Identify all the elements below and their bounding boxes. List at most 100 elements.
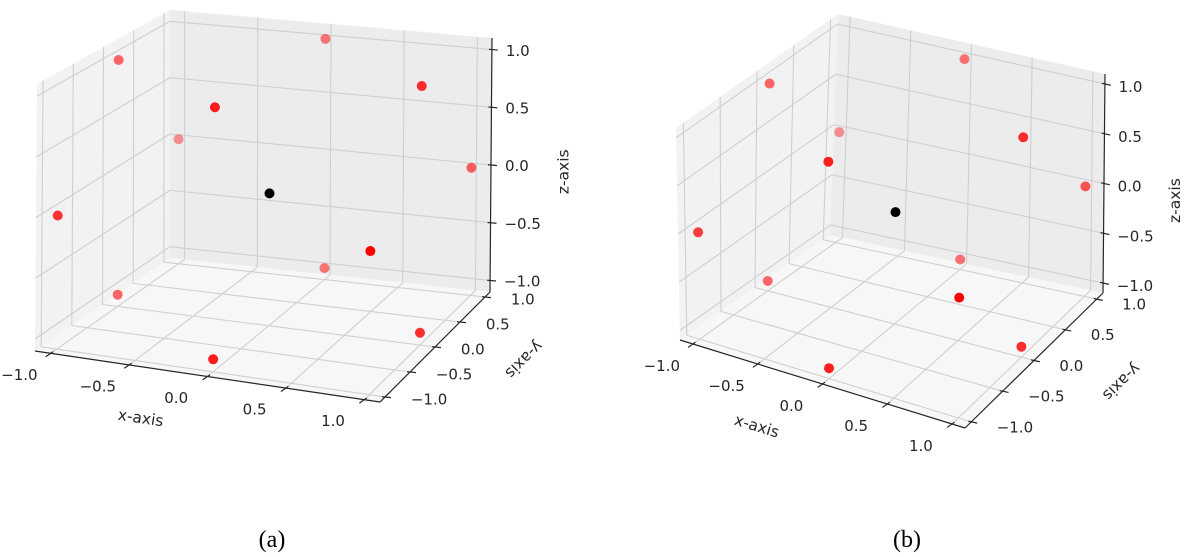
y-axis-label: y-axis xyxy=(1099,360,1144,405)
data-point xyxy=(208,354,219,365)
gridline-side-z xyxy=(35,133,171,218)
z-tick-label: 0.5 xyxy=(1118,128,1142,146)
gridline-floor-y xyxy=(754,286,1035,362)
x-tick-label: 0.5 xyxy=(243,401,267,419)
gridline-floor-y xyxy=(133,282,461,323)
y-tick-label: 0.0 xyxy=(461,341,485,359)
gridline-floor-y xyxy=(788,263,1066,331)
data-point xyxy=(823,156,834,167)
y-tick xyxy=(456,321,467,324)
z-tick-label: 0.0 xyxy=(1118,178,1142,196)
gridline-floor-x xyxy=(285,282,404,389)
gridline-back-z xyxy=(837,23,1106,85)
data-point xyxy=(764,78,775,89)
gridline-back-x xyxy=(1027,57,1033,278)
x-tick xyxy=(882,401,891,408)
x-axis-label: x-axis xyxy=(117,406,165,431)
y-tick-label: −0.5 xyxy=(1028,388,1064,406)
data-point xyxy=(173,134,184,145)
gridline-back-x xyxy=(1090,71,1094,291)
z-tick-label: 1.0 xyxy=(506,42,530,60)
z-tick-label: 1.0 xyxy=(1119,78,1143,96)
panel-caption: (a) xyxy=(259,527,286,553)
z-tick xyxy=(487,164,498,167)
z-tick xyxy=(487,221,497,224)
x-tick-label: 0.0 xyxy=(779,397,803,415)
pane-xy xyxy=(35,258,490,402)
gridline-back-z xyxy=(169,20,492,51)
gridline-back-x xyxy=(402,30,405,283)
x-axis-label: x-axis xyxy=(732,411,781,442)
y-tick xyxy=(1093,297,1103,301)
x-tick-label: 0.5 xyxy=(844,417,868,435)
x-tick xyxy=(45,351,54,358)
z-tick xyxy=(1100,232,1110,236)
data-point xyxy=(416,81,427,92)
data-point xyxy=(955,254,966,265)
data-point-origin xyxy=(264,188,275,199)
z-tick xyxy=(1101,82,1111,86)
z-tick xyxy=(1100,182,1110,186)
y-tick xyxy=(999,389,1009,394)
z-tick xyxy=(1101,132,1111,136)
z-tick xyxy=(488,106,498,109)
z-axis-label: z-axis xyxy=(1166,178,1184,223)
y-tick xyxy=(406,371,417,374)
x-tick xyxy=(817,381,826,388)
y-tick-label: 0.5 xyxy=(486,316,510,334)
y-tick xyxy=(381,396,392,399)
data-point xyxy=(319,263,330,274)
gridline-back-z xyxy=(169,77,492,108)
y-tick-label: 1.0 xyxy=(511,291,535,309)
gridline-side-y xyxy=(788,45,795,264)
z-tick-label: −0.5 xyxy=(1117,227,1153,245)
data-point-origin xyxy=(890,207,901,218)
z-tick xyxy=(488,48,498,51)
z-tick-label: −1.0 xyxy=(1117,277,1153,295)
data-point xyxy=(113,55,124,66)
gridline-back-x xyxy=(474,36,478,291)
data-point xyxy=(466,162,477,173)
z-tick-label: 0.0 xyxy=(505,157,529,175)
y-tick xyxy=(1062,328,1072,332)
data-point xyxy=(1018,132,1029,143)
x-tick-label: 1.0 xyxy=(321,412,345,430)
data-point xyxy=(1016,341,1027,352)
x-tick xyxy=(123,362,132,369)
z-tick xyxy=(1100,281,1110,285)
gridline-floor-y xyxy=(163,261,486,298)
data-point xyxy=(959,54,970,65)
y-axis-label: y-axis xyxy=(502,337,547,382)
z-tick-label: −1.0 xyxy=(504,273,540,291)
y-tick xyxy=(431,346,442,349)
gridline-floor-x xyxy=(951,289,1091,425)
gridline-back-z xyxy=(833,123,1105,185)
y-tick-label: 0.0 xyxy=(1059,357,1083,375)
data-point xyxy=(693,227,704,238)
gridline-side-z xyxy=(36,20,171,97)
y-tick-label: −0.5 xyxy=(436,366,472,384)
x-tick-label: −1.0 xyxy=(644,357,680,375)
gridline-floor-y xyxy=(823,239,1097,300)
data-point xyxy=(1080,181,1091,192)
panel-b: −1.0−0.50.00.51.0−1.0−0.50.00.51.0−1.0−0… xyxy=(644,14,1184,553)
gridline-side-z xyxy=(677,124,835,235)
x-tick-label: −1.0 xyxy=(1,366,37,384)
gridline-floor-x xyxy=(886,276,1029,405)
gridline-floor-x xyxy=(363,290,476,401)
panel-caption: (b) xyxy=(893,527,921,553)
y-tick-label: −1.0 xyxy=(997,418,1033,436)
gridline-floor-y xyxy=(102,303,436,348)
x-tick-label: 1.0 xyxy=(909,437,933,455)
z-tick xyxy=(487,279,497,282)
data-point xyxy=(834,127,845,138)
y-tick-label: 1.0 xyxy=(1122,296,1146,314)
x-tick-label: −0.5 xyxy=(80,377,116,395)
y-tick xyxy=(481,296,492,299)
x-tick xyxy=(202,374,211,381)
data-point xyxy=(762,275,773,286)
x-tick xyxy=(752,361,761,368)
data-point xyxy=(52,210,63,221)
x-tick xyxy=(359,397,368,404)
